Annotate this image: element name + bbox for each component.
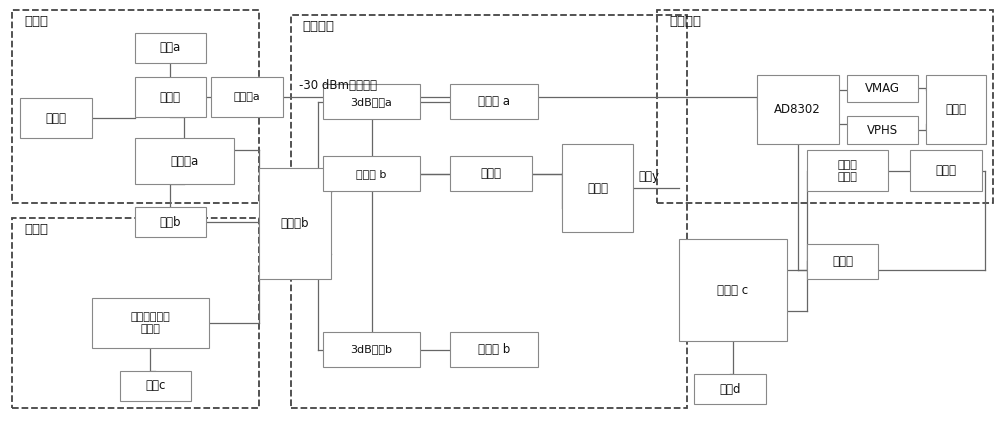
Text: 待测件: 待测件 [24, 223, 48, 236]
Bar [12, 218, 259, 408]
Text: 低噪声
放大器: 低噪声 放大器 [838, 159, 857, 182]
Bar [679, 239, 787, 341]
Text: VMAG: VMAG [865, 82, 900, 95]
Text: 信号源: 信号源 [24, 16, 48, 28]
Text: 耦合器b: 耦合器b [281, 217, 309, 230]
Text: 万用表: 万用表 [946, 103, 967, 115]
Bar [657, 11, 993, 203]
Text: AD8302: AD8302 [774, 103, 821, 115]
Text: 负载c: 负载c [145, 379, 166, 392]
Bar [807, 244, 878, 278]
Bar [92, 298, 209, 348]
Bar [450, 84, 538, 119]
Text: 3dB电桥a: 3dB电桥a [351, 96, 392, 107]
Bar [323, 156, 420, 191]
Bar [757, 74, 839, 144]
Bar [135, 207, 206, 237]
Bar [807, 150, 888, 191]
Text: 移相器: 移相器 [481, 167, 502, 180]
Bar [135, 138, 234, 184]
Text: 待测接触元件
或标样: 待测接触元件 或标样 [131, 312, 170, 334]
Bar [211, 77, 283, 117]
Text: 幅相检测: 幅相检测 [669, 16, 701, 28]
Text: 滤波器: 滤波器 [936, 165, 957, 177]
Bar [323, 332, 420, 367]
Bar [291, 15, 687, 408]
Bar [120, 371, 191, 401]
Bar [694, 374, 766, 404]
Bar [847, 74, 918, 102]
Bar [450, 156, 532, 191]
Text: 衰减器a: 衰减器a [234, 92, 260, 102]
Bar [323, 84, 420, 119]
Bar [12, 11, 259, 203]
Bar [910, 150, 982, 191]
Text: 3dB电桥b: 3dB电桥b [351, 344, 393, 354]
Text: 负载b: 负载b [160, 216, 181, 229]
Bar [562, 145, 633, 233]
Text: 衰减器 b: 衰减器 b [356, 169, 387, 179]
Text: 负载d: 负载d [719, 382, 741, 396]
Bar [847, 116, 918, 144]
Text: 耦合器 c: 耦合器 c [717, 283, 749, 297]
Text: 功率计 a: 功率计 a [478, 95, 510, 108]
Text: 负载a: 负载a [160, 41, 181, 54]
Bar [926, 74, 986, 144]
Text: -30 dBm参考信号: -30 dBm参考信号 [299, 79, 377, 92]
Bar [450, 332, 538, 367]
Text: 信号y: 信号y [638, 170, 659, 184]
Text: 环形器: 环形器 [160, 91, 181, 104]
Text: 信号源: 信号源 [45, 112, 66, 125]
Text: 耦合器a: 耦合器a [170, 155, 198, 168]
Bar [20, 99, 92, 138]
Text: 功率计 b: 功率计 b [478, 343, 510, 356]
Bar [135, 33, 206, 63]
Text: 调零单元: 调零单元 [303, 20, 335, 33]
Text: 频谱仪: 频谱仪 [832, 255, 853, 268]
Text: 合路器: 合路器 [587, 182, 608, 195]
Bar [135, 77, 206, 117]
Bar [259, 168, 331, 278]
Text: VPHS: VPHS [867, 124, 898, 137]
